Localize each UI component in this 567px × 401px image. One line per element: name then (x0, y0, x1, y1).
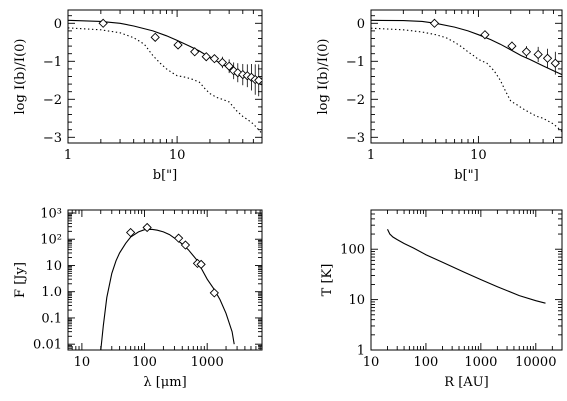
panel-bottom-left: 10 100 1000 0.01 0.1 1.0 10 10² 10³ λ [μm] F [Jy] (13, 206, 263, 390)
x-axis-label: b["] (153, 168, 177, 183)
data-point (217, 57, 228, 68)
data-point (254, 75, 262, 85)
data-point (98, 18, 108, 28)
y-tick-label: 0.01 (33, 338, 62, 353)
panel-top-left: 1 10 0 −1 −2 −3 b["] log I(b)/I(0) (13, 9, 263, 183)
data-point (246, 72, 257, 82)
series-group (68, 18, 262, 134)
series-group (100, 222, 235, 350)
plot-frame (67, 209, 263, 351)
x-axis-label: λ [μm] (143, 375, 186, 390)
y-tick-label: 0 (357, 17, 365, 32)
x-axis-label: R [AU] (444, 375, 488, 390)
y-axis-label: F [Jy] (13, 262, 28, 298)
data-point (209, 288, 219, 298)
y-tick-label: 100 (340, 243, 365, 258)
data-point (550, 58, 560, 68)
data-point (533, 49, 543, 60)
y-tick-label: −2 (43, 93, 62, 108)
model-curve (371, 19, 562, 76)
model-curve (387, 228, 546, 304)
x-tick-label: 100 (132, 355, 157, 370)
series-group (387, 228, 546, 304)
data-point (126, 227, 136, 238)
data-point (429, 18, 440, 28)
data-point (209, 54, 220, 64)
series-group (371, 18, 562, 133)
x-tick-label: 1 (64, 148, 72, 163)
x-tick-label: 10000 (515, 355, 556, 370)
y-tick-label: 10 (348, 293, 365, 308)
data-point (196, 259, 206, 270)
data-point (224, 61, 234, 71)
data-point (480, 30, 490, 40)
y-axis-label: T [K] (320, 264, 335, 297)
data-point (542, 53, 553, 63)
x-tick-label: 10 (363, 355, 380, 370)
x-tick-label: 10 (470, 148, 487, 163)
y-tick-label: 10³ (40, 206, 62, 221)
y-tick-label: 1.0 (41, 285, 62, 300)
y-tick-label: 10 (45, 259, 62, 274)
x-tick-label: 10 (169, 148, 186, 163)
x-tick-label: 1000 (191, 355, 224, 370)
x-tick-label: 1000 (464, 355, 497, 370)
y-tick-label: 0.1 (41, 311, 62, 326)
x-tick-label: 1 (367, 148, 375, 163)
data-point (233, 68, 243, 78)
data-point (150, 32, 160, 42)
panel-top-right: 1 10 0 −1 −2 −3 b["] log I(b)/I(0) (316, 9, 563, 183)
dotted-curve (68, 27, 262, 134)
data-point (142, 222, 152, 233)
y-tick-label: −1 (346, 55, 365, 70)
data-point (173, 233, 184, 243)
y-tick-label: 0 (54, 17, 62, 32)
x-tick-label: 10 (74, 355, 91, 370)
plot-frame (370, 209, 563, 351)
y-tick-label: −3 (43, 131, 62, 146)
y-tick-label: 10² (40, 233, 62, 248)
data-point (201, 52, 211, 62)
x-axis-label: b["] (454, 168, 478, 183)
y-tick-label: 1 (357, 344, 365, 359)
dotted-curve (371, 27, 562, 133)
data-point (521, 47, 532, 57)
y-tick-label: −3 (346, 131, 365, 146)
data-point (180, 240, 191, 250)
y-tick-label: −1 (43, 55, 62, 70)
data-point (507, 41, 517, 51)
y-axis-label: log I(b)/I(0) (316, 39, 331, 115)
x-tick-label: 100 (414, 355, 439, 370)
y-axis-label: log I(b)/I(0) (13, 39, 28, 115)
data-point (173, 40, 183, 50)
y-tick-label: −2 (346, 93, 365, 108)
data-point (190, 47, 200, 57)
